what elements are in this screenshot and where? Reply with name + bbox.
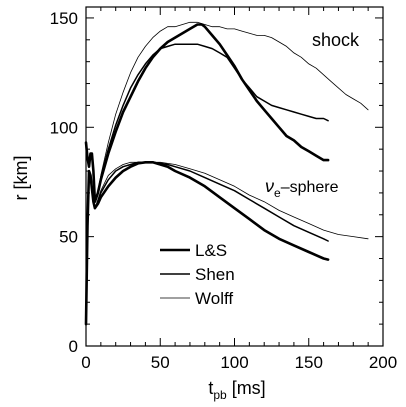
y-tick-label: 0 <box>69 337 78 356</box>
x-tick-label: 0 <box>81 353 90 372</box>
annotation-nue-sphere: νe–sphere <box>265 176 339 200</box>
y-tick-label: 100 <box>50 118 78 137</box>
series-layer <box>84 21 369 326</box>
legend-label-ls: L&S <box>195 241 227 260</box>
annotation-nue-greek: ν <box>265 176 274 196</box>
legend-label-wolff: Wolff <box>195 289 233 308</box>
x-axis-label-subscript: pb <box>213 388 227 402</box>
annotation-shock: shock <box>312 30 360 50</box>
x-tick-label: 100 <box>220 353 248 372</box>
legend: L&S Shen Wolff <box>160 241 235 308</box>
x-axis-label-main: t <box>208 378 213 398</box>
y-tick-label: 50 <box>59 228 78 247</box>
series-line-nue-sphere-wolff <box>85 161 369 325</box>
x-tick-label: 150 <box>295 353 323 372</box>
x-axis-label: tpb [ms] <box>208 378 265 402</box>
annotation-nue-rest: –sphere <box>281 179 339 196</box>
x-tick-label: 200 <box>369 353 397 372</box>
x-axis-label-rest: [ms] <box>227 378 266 398</box>
x-tick-label: 50 <box>151 353 170 372</box>
legend-label-shen: Shen <box>195 265 235 284</box>
series-line-shock-wolff <box>85 21 369 203</box>
y-tick-label: 150 <box>50 9 78 28</box>
annotation-nue-subscript: e <box>274 186 281 200</box>
y-axis-label: r [km] <box>11 156 31 201</box>
ticks-layer: 0 50 100 150 200 0 50 100 150 <box>50 7 397 372</box>
